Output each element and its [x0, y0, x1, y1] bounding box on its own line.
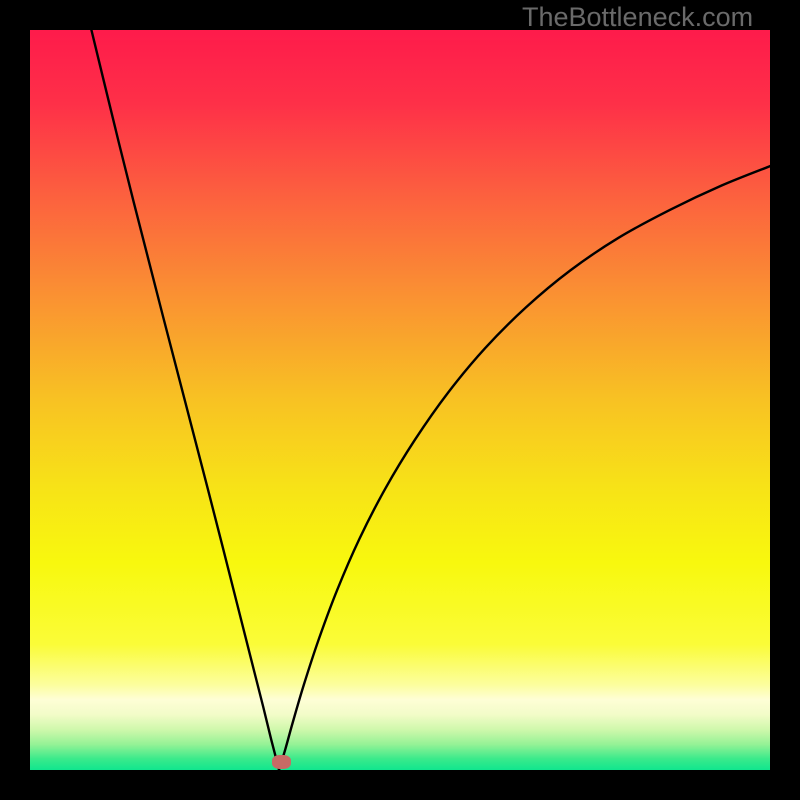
- bottleneck-curve: [30, 30, 770, 770]
- watermark-text: TheBottleneck.com: [522, 2, 753, 33]
- plot-area: [30, 30, 770, 770]
- curve-path: [91, 30, 770, 770]
- vertex-marker: [272, 755, 291, 769]
